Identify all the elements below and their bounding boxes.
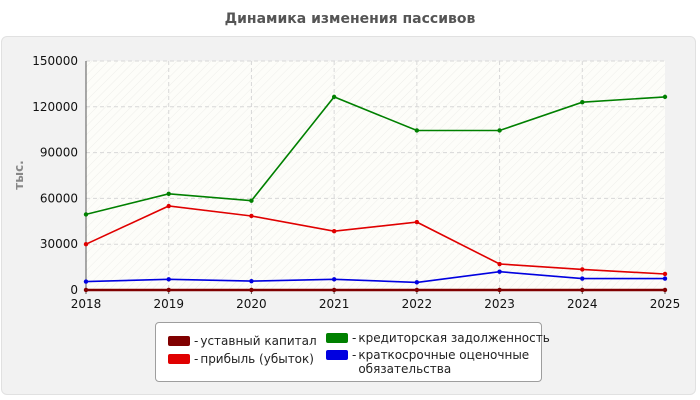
legend-swatch: [326, 350, 348, 360]
legend-swatch: [326, 333, 348, 343]
x-tick-label: 2018: [71, 297, 102, 311]
data-point: [249, 287, 254, 293]
x-tick-label: 2025: [650, 297, 681, 311]
x-tick-label: 2019: [153, 297, 184, 311]
legend-item: - кредиторская задолженность: [326, 331, 550, 345]
legend-item: - краткосрочные оценочные обязательства: [326, 348, 538, 376]
legend-label: кредиторская задолженность: [358, 331, 550, 345]
data-point: [662, 271, 668, 277]
series-line-2: [85, 205, 666, 275]
data-point: [83, 242, 89, 247]
x-tick-label: 2021: [319, 297, 350, 311]
data-point: [331, 94, 337, 100]
y-tick-label: 60000: [40, 191, 78, 205]
legend-dash: -: [194, 334, 199, 348]
y-tick-label: 150000: [32, 54, 78, 68]
legend-label: краткосрочные оценочные обязательства: [358, 348, 530, 376]
data-point: [580, 276, 585, 281]
series-line-3: [85, 95, 666, 216]
x-tick-label: 2024: [567, 297, 598, 311]
data-point: [414, 280, 420, 285]
data-point: [166, 203, 171, 209]
data-point: [331, 287, 337, 293]
chart-title: Динамика изменения пассивов: [224, 11, 476, 27]
legend-label: уставный капитал: [200, 334, 317, 348]
legend-dash: -: [352, 331, 357, 345]
legend-swatch: [168, 354, 190, 364]
data-point: [580, 100, 585, 105]
data-point: [497, 261, 502, 267]
x-tick-label: 2022: [402, 297, 433, 311]
data-point: [331, 277, 337, 282]
x-tick-label: 2020: [236, 297, 267, 311]
legend-swatch: [168, 336, 190, 346]
legend-item: - прибыль (убыток): [168, 352, 314, 366]
data-point: [249, 213, 254, 219]
y-tick-label: 120000: [32, 100, 78, 114]
data-point: [249, 278, 254, 284]
legend-dash: -: [194, 352, 199, 366]
data-point: [83, 287, 89, 293]
legend-item: - уставный капитал: [168, 334, 317, 348]
data-point: [580, 267, 585, 272]
data-point: [414, 128, 420, 133]
data-point: [249, 198, 254, 203]
data-point: [662, 94, 668, 100]
y-axis-label: тыс.: [12, 160, 26, 189]
data-point: [414, 287, 420, 293]
data-point: [166, 277, 171, 282]
y-tick-label: 30000: [40, 237, 78, 251]
data-point: [497, 269, 502, 274]
legend: - уставный капитал - прибыль (убыток) - кр…: [155, 322, 550, 382]
data-point: [166, 287, 171, 293]
series-line-4: [85, 270, 665, 284]
data-point: [662, 276, 668, 281]
legend-label: прибыль (убыток): [200, 352, 314, 366]
data-point: [331, 229, 337, 234]
data-point: [414, 219, 420, 225]
legend-dash: -: [352, 348, 357, 362]
data-point: [497, 128, 502, 133]
data-point: [497, 287, 502, 293]
y-tick-label: 90000: [40, 146, 78, 160]
data-point: [166, 191, 171, 197]
y-tick-label: 0: [70, 283, 78, 297]
data-point: [580, 287, 585, 293]
data-point: [83, 279, 89, 284]
x-tick-label: 2023: [484, 297, 515, 311]
data-point: [662, 287, 668, 293]
plot-area: [86, 61, 665, 290]
data-point: [83, 212, 89, 217]
